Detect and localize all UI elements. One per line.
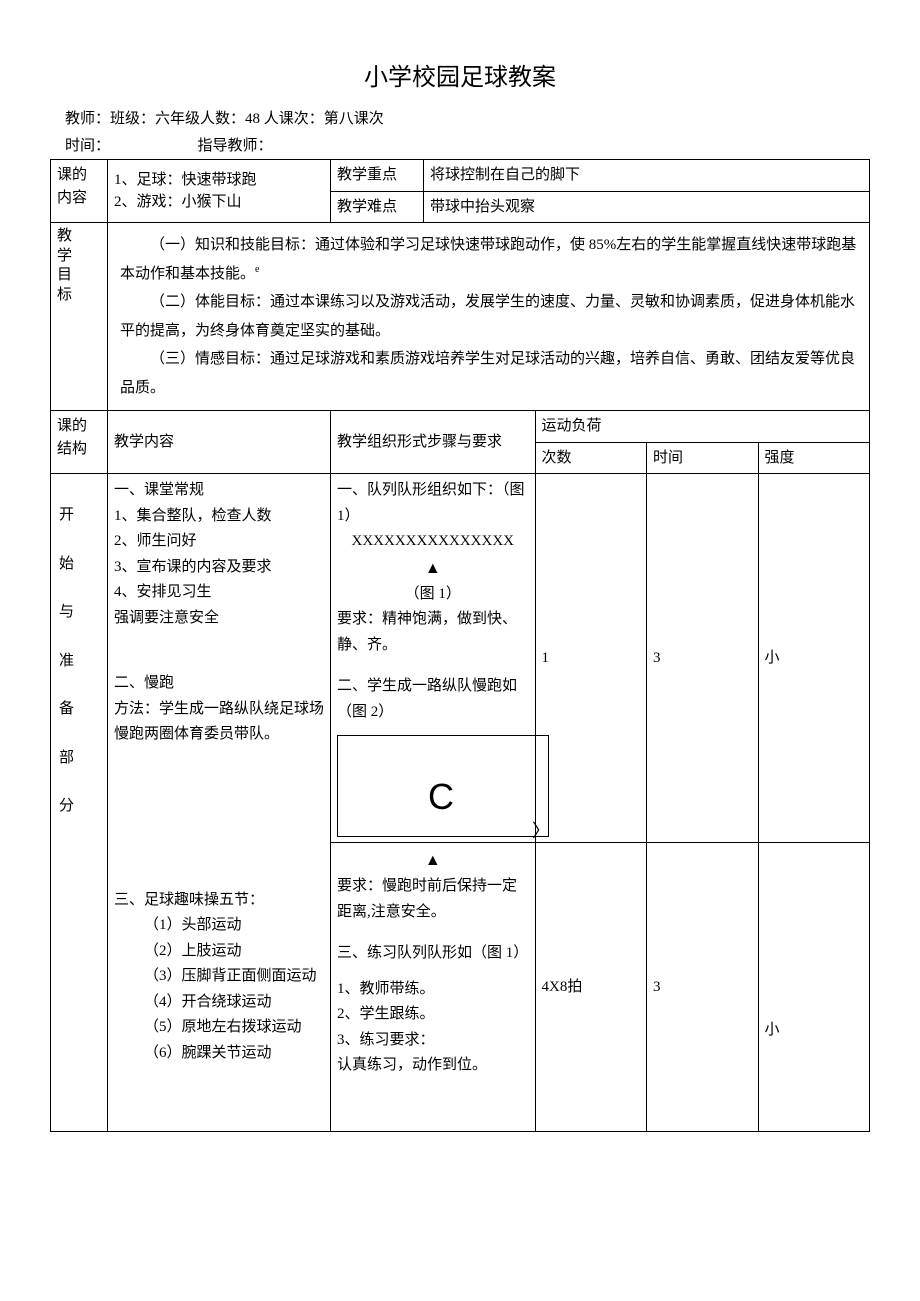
org2-title: 二、学生成一路纵队慢跑如（图 2） — [337, 674, 529, 725]
goal-ch-3: 目 — [57, 267, 72, 283]
seg1-duration: 3 — [647, 474, 759, 843]
lesson-plan-table: 课的内容 1、足球：快速带球跑 2、游戏：小猴下山 教学重点 将球控制在自己的脚… — [50, 159, 870, 1132]
warmup-c3-title: 三、足球趣味操五节： — [114, 888, 324, 914]
field-letter: C — [428, 766, 454, 827]
warmup-c3-4: （5）原地左右拨球运动 — [144, 1015, 324, 1041]
warmup-c3-1: （2）上肢运动 — [144, 939, 324, 965]
warmup-org-seg1: 一、队列队形组织如下：（图 1） XXXXXXXXXXXXXXX ▲ （图 1）… — [331, 474, 536, 843]
org3-2: 3、练习要求： — [337, 1028, 529, 1054]
label-focus: 教学重点 — [331, 160, 424, 192]
label-org-steps: 教学组织形式步骤与要求 — [331, 411, 536, 474]
org1-triangle: ▲ — [337, 555, 529, 582]
org3-1: 2、学生跟练。 — [337, 1002, 529, 1028]
content-line-2: 2、游戏：小猴下山 — [114, 191, 324, 214]
label-section-warmup: 开 始 与 准 备 部 分 — [51, 474, 108, 1132]
org3-title: 三、练习队列队形如（图 1） — [337, 941, 529, 967]
org1-fig: （图 1） — [337, 582, 529, 608]
label-load: 运动负荷 — [535, 411, 870, 443]
label-teach-content: 教学内容 — [108, 411, 331, 474]
goals-cell: （一）知识和技能目标：通过体验和学习足球快速带球跑动作，使 85%左右的学生能掌… — [108, 223, 870, 411]
seg2-duration: 3 — [647, 843, 759, 1132]
goal-ch-2: 学 — [57, 248, 72, 264]
org2-triangle: ▲ — [337, 847, 529, 874]
doc-title: 小学校园足球教案 — [50, 60, 870, 96]
warmup-c2-1: 方法：学生成一路纵队绕足球场慢跑两圈体育委员带队。 — [114, 697, 324, 748]
label-times: 次数 — [535, 442, 647, 474]
field-diagram: C 〉 — [337, 735, 549, 837]
goal-1: （一）知识和技能目标：通过体验和学习足球快速带球跑动作，使 85%左右的学生能掌… — [120, 231, 857, 288]
lesson-content-cell: 1、足球：快速带球跑 2、游戏：小猴下山 — [108, 160, 331, 223]
warmup-c1-0: 一、课堂常规 — [114, 478, 324, 504]
seg1-intensity: 小 — [758, 474, 870, 843]
field-arrow-icon: 〉 — [532, 816, 550, 847]
sec-ch-1: 始 — [57, 553, 101, 576]
goal-2: （二）体能目标：通过本课练习以及游戏活动，发展学生的速度、力量、灵敏和协调素质，… — [120, 288, 857, 345]
label-difficulty: 教学难点 — [331, 191, 424, 223]
warmup-c1-3: 3、宣布课的内容及要求 — [114, 555, 324, 581]
goal-1-sup: e — [255, 264, 259, 275]
label-duration: 时间 — [647, 442, 759, 474]
meta-time: 时间： — [65, 138, 110, 154]
sec-ch-4: 备 — [57, 698, 101, 721]
org3-0: 1、教师带练。 — [337, 977, 529, 1003]
seg2-intensity: 小 — [758, 843, 870, 1132]
warmup-c3-5: （6）腕踝关节运动 — [144, 1041, 324, 1067]
warmup-c2-0: 二、慢跑 — [114, 671, 324, 697]
sec-ch-5: 部 — [57, 747, 101, 770]
label-lesson-content: 课的内容 — [51, 160, 108, 223]
meta-line-1: 教师：班级：六年级人数：48 人课次：第八课次 — [50, 108, 870, 131]
warmup-c1-2: 2、师生问好 — [114, 529, 324, 555]
sec-ch-6: 分 — [57, 795, 101, 818]
meta-line-2: 时间： 指导教师： — [50, 135, 870, 158]
warmup-c3-2: （3）压脚背正面侧面运动 — [144, 964, 324, 990]
warmup-content-cell: 一、课堂常规 1、集合整队，检查人数 2、师生问好 3、宣布课的内容及要求 4、… — [108, 474, 331, 1132]
goal-ch-4: 标 — [57, 287, 72, 303]
warmup-c3-3: （4）开合绕球运动 — [144, 990, 324, 1016]
focus-value: 将球控制在自己的脚下 — [424, 160, 870, 192]
seg1-times: 1 — [535, 474, 647, 843]
label-structure: 课的结构 — [51, 411, 108, 474]
org1-title: 一、队列队形组织如下：（图 1） — [337, 478, 529, 529]
org1-formation: XXXXXXXXXXXXXXX — [337, 529, 529, 555]
label-goals: 教 学 目 标 — [51, 223, 108, 411]
warmup-c1-1: 1、集合整队，检查人数 — [114, 504, 324, 530]
org1-req: 要求：精神饱满，做到快、静、齐。 — [337, 607, 529, 658]
goal-ch-1: 教 — [57, 228, 72, 244]
difficulty-value: 带球中抬头观察 — [424, 191, 870, 223]
meta-advisor: 指导教师： — [198, 138, 273, 154]
sec-ch-3: 准 — [57, 650, 101, 673]
goal-3: （三）情感目标：通过足球游戏和素质游戏培养学生对足球活动的兴趣，培养自信、勇敢、… — [120, 345, 857, 402]
label-intensity: 强度 — [758, 442, 870, 474]
seg2-times: 4X8拍 — [535, 843, 647, 1132]
warmup-org-seg2: ▲ 要求：慢跑时前后保持一定距离,注意安全。 三、练习队列队形如（图 1） 1、… — [331, 843, 536, 1132]
warmup-c3-0: （1）头部运动 — [144, 913, 324, 939]
org3-3: 认真练习，动作到位。 — [337, 1053, 529, 1079]
sec-ch-0: 开 — [57, 504, 101, 527]
org2-req: 要求：慢跑时前后保持一定距离,注意安全。 — [337, 874, 529, 925]
warmup-c1-5: 强调要注意安全 — [114, 606, 324, 632]
sec-ch-2: 与 — [57, 601, 101, 624]
warmup-c1-4: 4、安排见习生 — [114, 580, 324, 606]
content-line-1: 1、足球：快速带球跑 — [114, 169, 324, 192]
